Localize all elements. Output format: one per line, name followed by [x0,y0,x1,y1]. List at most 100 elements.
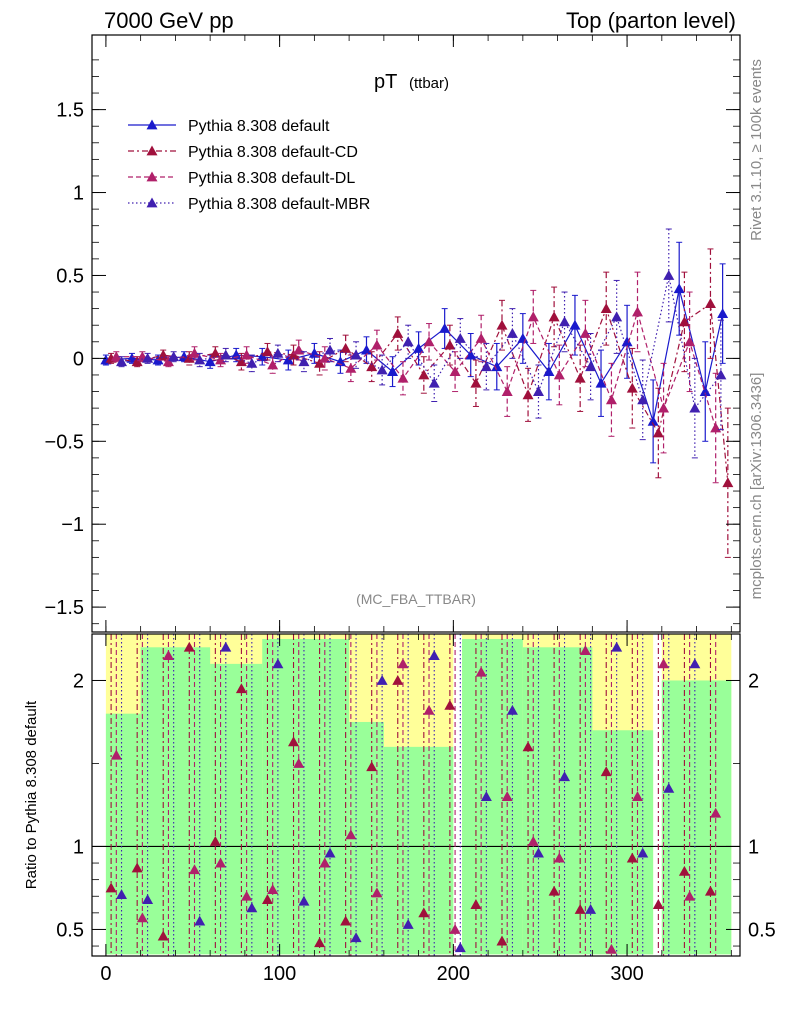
data-point-default [569,319,581,330]
data-point-dl [241,349,253,360]
data-point-cd [261,346,273,357]
data-point-mbr [480,361,492,372]
ratio-point-dl [579,645,591,655]
main-ytick-label: 1.5 [56,100,84,122]
ratio-point-dl [293,757,305,768]
ratio-point-mbr [246,902,258,913]
data-point-cd [496,319,508,330]
data-point-dl [449,366,461,377]
main-ytick-label: 0.5 [56,265,84,287]
data-point-cd [722,477,734,488]
data-point-cd [548,311,560,322]
data-point-default [413,342,425,353]
analysis-watermark: (MC_FBA_TTBAR) [356,591,476,607]
data-point-mbr [689,402,701,413]
series-line-cd [111,302,729,483]
data-point-dl [553,369,565,380]
band-green [383,746,454,955]
ratio-point-mbr [324,847,336,858]
data-point-mbr [663,269,675,280]
ratio-point-dl [475,666,487,677]
ratio-point-dl [423,704,435,715]
data-point-cd [392,328,404,338]
data-point-default [282,354,294,365]
ratio-point-mbr [220,641,232,652]
ratio-series-dl [110,634,722,956]
data-point-dl [371,339,383,350]
main-plot-frame [91,34,741,633]
data-point-mbr [194,354,206,365]
data-point-dl [293,344,305,355]
ratio-point-cd [392,674,404,685]
main-ytick-label: 0 [73,348,84,370]
data-point-default [673,283,685,294]
data-point-cd [522,389,534,400]
ratio-point-cd [522,741,534,752]
main-plot-yaxis: −1.5 −1 −0.5 0 0.5 1 1.5 [45,35,740,632]
ratio-point-dl [449,923,461,934]
ratio-point-mbr [637,847,649,858]
ratio-xtick-label: 0 [100,963,111,985]
ratio-point-dl [110,749,122,760]
band-green [592,730,654,955]
main-ytick-label: −1.5 [45,597,84,619]
ratio-point-dl [162,650,174,660]
data-point-mbr [350,349,362,360]
data-point-mbr [506,328,518,338]
data-point-dl [162,356,174,367]
ratio-point-mbr [454,942,466,953]
data-point-default [439,323,451,333]
ratio-point-cd [574,904,586,914]
data-point-cd [574,372,586,383]
rivet-version-label: Rivet 3.1.10, ≥ 100k events [748,59,765,241]
ratio-point-dl [136,912,148,923]
ratio-point-mbr [663,782,675,793]
data-point-dl [397,372,409,383]
legend: Pythia 8.308 default Pythia 8.308 default… [128,118,370,213]
data-point-dl [475,332,487,343]
data-point-mbr [402,336,414,347]
ratio-point-dl [241,890,253,901]
data-point-mbr [116,356,128,367]
legend-label-dl: Pythia 8.308 default-DL [188,170,355,187]
data-point-mbr [168,351,180,362]
data-point-default [256,351,268,362]
data-point-default [595,377,607,388]
data-point-default [465,349,477,360]
ratio-point-cd [288,736,300,747]
data-point-default [360,344,372,355]
header-process-label: Top (parton level) [566,8,736,33]
main-plot-panel: −1.5 −1 −0.5 0 0.5 1 1.5 pT (ttbar) (MC_FBA_TT… [45,34,741,633]
ratio-series-mbr [116,634,701,956]
data-point-dl [710,422,722,433]
ratio-xtick-label: 300 [610,963,643,985]
data-point-mbr [272,347,284,358]
ratio-point-mbr [272,658,284,669]
data-point-mbr [220,349,232,360]
ratio-point-mbr [532,847,544,858]
ratio-point-mbr [585,904,597,914]
ratio-point-dl [632,791,644,802]
ratio-ytick-label-right: 1 [748,836,759,858]
data-point-dl [605,394,617,405]
data-point-mbr [637,394,649,405]
ratio-point-cd [261,894,273,904]
ratio-point-cd [105,882,117,893]
data-point-mbr [715,369,727,380]
ratio-point-cd [704,885,716,896]
ratio-ytick-label: 2 [73,670,84,692]
ratio-ytick-label: 1 [73,836,84,858]
legend-label-cd: Pythia 8.308 default-CD [188,144,358,161]
data-point-dl [345,362,357,373]
ratio-point-mbr [689,658,701,669]
data-point-default [543,366,555,377]
data-point-mbr [532,386,544,396]
ratio-point-mbr [480,791,492,802]
data-point-cd [340,342,352,353]
data-point-cd [470,377,482,388]
data-point-dl [579,328,591,338]
ratio-point-dl [319,857,331,868]
data-point-mbr [142,352,154,363]
band-green [462,638,523,955]
data-point-default [491,361,503,372]
